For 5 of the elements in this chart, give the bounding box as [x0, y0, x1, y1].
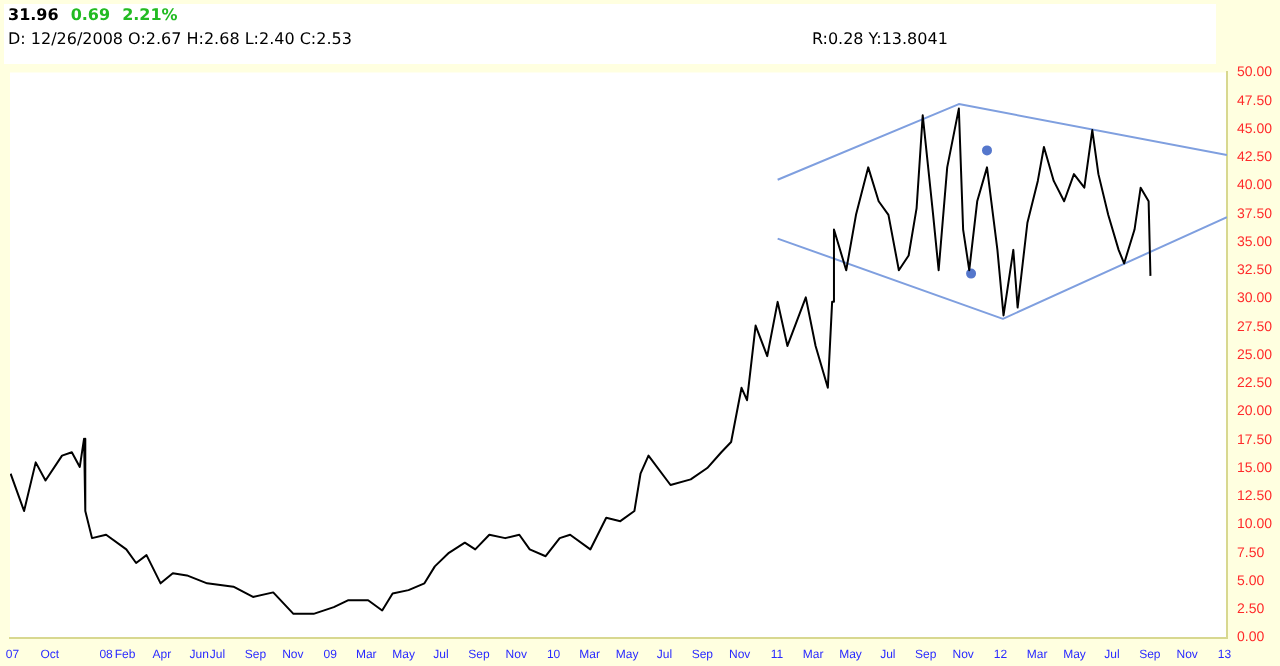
text: 0.69 — [70, 6, 111, 24]
text: 2.21% — [122, 6, 178, 24]
text: R:0.28 Y:13.8041 — [811, 30, 948, 48]
text: D: 12/26/2008 O:2.67 H:2.68 L:2.40 C:2.53 — [8, 30, 352, 48]
text: 31.96 — [8, 6, 59, 24]
